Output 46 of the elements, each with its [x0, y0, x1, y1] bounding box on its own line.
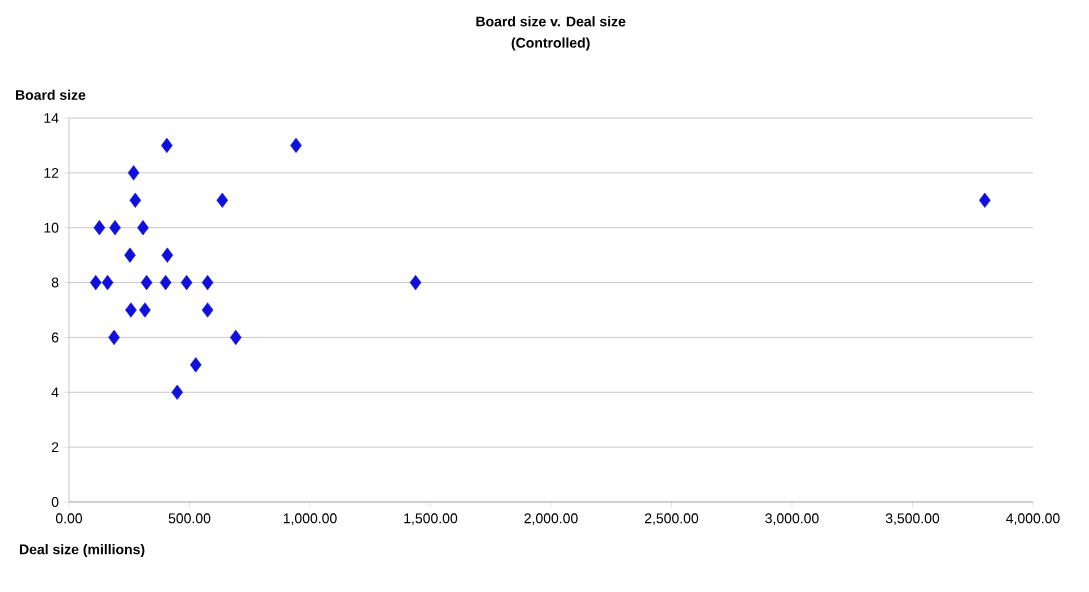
x-tick-label: 1,000.00 [283, 513, 337, 525]
y-tick-label: 12 [44, 167, 59, 178]
point [161, 247, 174, 263]
point [93, 220, 106, 236]
x-tick-label: 500.00 [168, 513, 211, 524]
chart-subtitle: (Controlled) [511, 37, 590, 51]
point [979, 192, 991, 208]
y-tick-label: 10 [44, 222, 59, 233]
x-tick-label: 1,500.00 [404, 513, 458, 525]
x-tick-label: 3,000.00 [765, 513, 819, 525]
x-tick-label: 2,000.00 [524, 513, 578, 525]
y-tick-label: 8 [51, 277, 59, 288]
x-tick-label: 0.00 [55, 513, 83, 524]
point [290, 137, 302, 154]
point [127, 165, 140, 181]
point [201, 274, 214, 291]
point [180, 274, 193, 291]
point [101, 274, 114, 291]
point [190, 357, 202, 373]
point [124, 247, 136, 263]
point [140, 274, 153, 291]
point [137, 220, 149, 236]
point [161, 137, 173, 154]
point [125, 302, 137, 318]
x-tick-label: 2,500.00 [644, 513, 699, 525]
point [129, 192, 142, 208]
y-tick-label: 6 [51, 332, 59, 343]
point [201, 302, 214, 318]
point [108, 329, 120, 346]
point [89, 274, 102, 291]
x-tick-label: 3,500.00 [885, 513, 940, 525]
x-axis-title: Deal size (millions) [19, 544, 145, 558]
point [109, 220, 121, 236]
point [409, 274, 422, 291]
point [139, 302, 151, 318]
point [216, 192, 229, 208]
y-tick-label: 14 [44, 113, 59, 123]
point [171, 384, 183, 400]
y-tick-label: 4 [51, 387, 59, 398]
x-tick-label: 4,000.00 [1006, 513, 1060, 525]
point [159, 274, 172, 291]
point [230, 329, 242, 346]
y-axis-title: Board size [16, 89, 86, 100]
chart-title: Board size v. Deal size [476, 16, 626, 27]
y-tick-label: 2 [51, 442, 59, 453]
y-tick-label: 0 [51, 497, 59, 507]
